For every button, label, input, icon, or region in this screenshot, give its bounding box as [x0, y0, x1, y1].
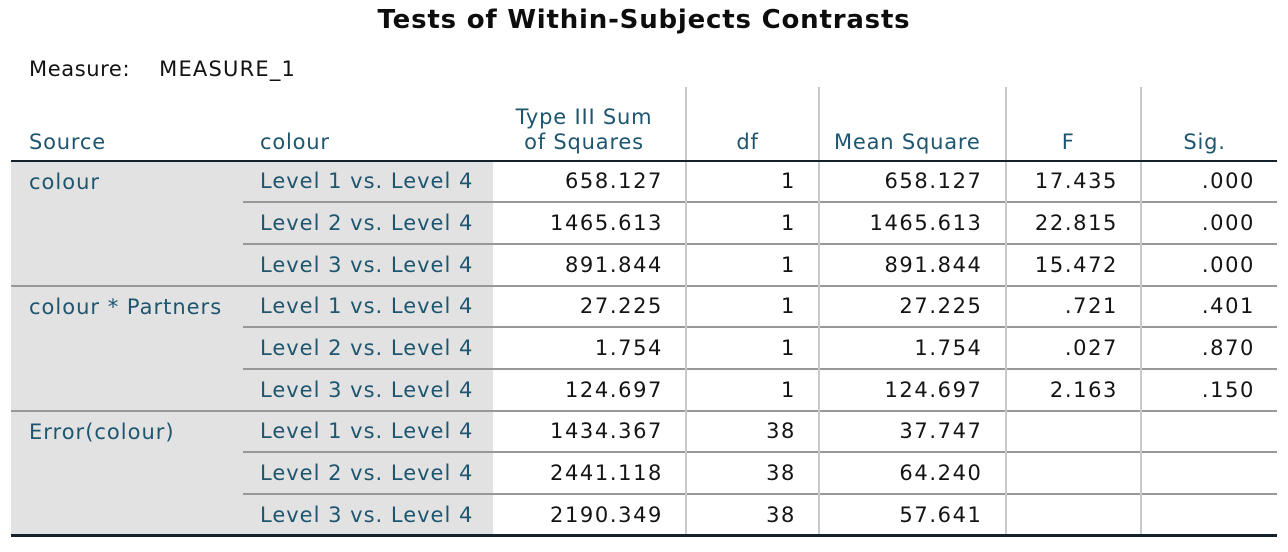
- ms-cell: 57.641: [818, 493, 1006, 536]
- contrast-cell: Level 2 vs. Level 4: [243, 201, 493, 244]
- ss-cell: 2441.118: [493, 451, 686, 494]
- source-cell: colour: [11, 160, 243, 286]
- ms-cell: 27.225: [818, 284, 1006, 328]
- f-cell: [1004, 451, 1141, 494]
- ss-cell: 1434.367: [493, 409, 686, 453]
- df-cell: 38: [685, 493, 819, 536]
- col-header-contrast: colour: [243, 86, 493, 162]
- ms-cell: 1.754: [818, 326, 1006, 369]
- table-row: colour * Partners Level 1 vs. Level 4 27…: [11, 284, 1277, 411]
- col-header-f: F: [1004, 86, 1141, 162]
- table-row: Level 2 vs. Level 4 1465.613 1 1465.613 …: [11, 201, 1277, 244]
- sig-cell: [1140, 409, 1277, 453]
- contrasts-table: Source colour Type III Sum of Squares df …: [11, 86, 1277, 538]
- ss-cell: 2190.349: [493, 493, 686, 536]
- contrast-cell: Level 1 vs. Level 4: [243, 160, 493, 203]
- source-cell: colour * Partners: [11, 284, 243, 411]
- f-cell: [1004, 409, 1141, 453]
- col-header-sig: Sig.: [1140, 86, 1277, 162]
- table-row: Level 3 vs. Level 4 2190.349 38 57.641: [11, 493, 1277, 536]
- f-cell: 17.435: [1004, 160, 1141, 203]
- df-cell: 1: [685, 284, 819, 328]
- contrast-cell: Level 2 vs. Level 4: [243, 451, 493, 494]
- table-row: Level 2 vs. Level 4 1.754 1 1.754 .027 .…: [11, 326, 1277, 369]
- f-cell: 15.472: [1004, 242, 1141, 286]
- ms-cell: 891.844: [818, 242, 1006, 286]
- f-cell: .027: [1004, 326, 1141, 369]
- col-header-ss-line2: of Squares: [524, 129, 644, 154]
- df-cell: 1: [685, 201, 819, 244]
- contrast-cell: Level 1 vs. Level 4: [243, 409, 493, 453]
- contrast-cell: Level 2 vs. Level 4: [243, 326, 493, 369]
- f-cell: 2.163: [1004, 367, 1141, 411]
- sig-cell: .000: [1140, 201, 1277, 244]
- df-cell: 38: [685, 451, 819, 494]
- df-cell: 1: [685, 367, 819, 411]
- ms-cell: 1465.613: [818, 201, 1006, 244]
- ss-cell: 891.844: [493, 242, 686, 286]
- measure-label: Measure:: [29, 57, 131, 81]
- contrast-cell: Level 3 vs. Level 4: [243, 242, 493, 286]
- ss-cell: 1465.613: [493, 201, 686, 244]
- contrast-cell: Level 1 vs. Level 4: [243, 284, 493, 328]
- col-header-ms: Mean Square: [818, 86, 1006, 162]
- table-row: Level 2 vs. Level 4 2441.118 38 64.240: [11, 451, 1277, 494]
- ss-cell: 124.697: [493, 367, 686, 411]
- col-header-df: df: [685, 86, 819, 162]
- f-cell: 22.815: [1004, 201, 1141, 244]
- ms-cell: 658.127: [818, 160, 1006, 203]
- contrast-cell: Level 3 vs. Level 4: [243, 367, 493, 411]
- sig-cell: [1140, 493, 1277, 536]
- ss-cell: 658.127: [564, 169, 663, 194]
- table-row: Level 3 vs. Level 4 124.697 1 124.697 2.…: [11, 367, 1277, 411]
- table-row: Error(colour) Level 1 vs. Level 4 1434.3…: [11, 409, 1277, 536]
- col-header-source: Source: [11, 86, 243, 162]
- df-cell: 1: [685, 326, 819, 369]
- ms-cell: 124.697: [818, 367, 1006, 411]
- table-row: Level 3 vs. Level 4 891.844 1 891.844 15…: [11, 242, 1277, 286]
- sig-cell: .000: [1140, 242, 1277, 286]
- ms-cell: 64.240: [818, 451, 1006, 494]
- col-header-ss: Type III Sum of Squares: [493, 86, 686, 162]
- df-cell: 1: [685, 242, 819, 286]
- sig-cell: .870: [1140, 326, 1277, 369]
- col-header-ss-line1: Type III Sum: [515, 104, 653, 129]
- table-row: colour Level 1 vs. Level 4 658.127 1 658…: [11, 160, 1277, 286]
- sig-cell: .150: [1140, 367, 1277, 411]
- sig-cell: .401: [1140, 284, 1277, 328]
- measure-value: MEASURE_1: [159, 57, 297, 81]
- sig-cell: .000: [1140, 160, 1277, 203]
- ms-cell: 37.747: [818, 409, 1006, 453]
- ss-cell: 1.754: [493, 326, 686, 369]
- df-cell: 38: [685, 409, 819, 453]
- ss-cell: 27.225: [493, 284, 686, 328]
- header-row: Source colour Type III Sum of Squares df …: [11, 86, 1277, 162]
- f-cell: .721: [1004, 284, 1141, 328]
- sig-cell: [1140, 451, 1277, 494]
- page-title: Tests of Within-Subjects Contrasts: [377, 5, 911, 35]
- f-cell: [1004, 493, 1141, 536]
- df-cell: 1: [685, 160, 819, 203]
- measure-line: Measure: MEASURE_1: [29, 57, 296, 81]
- source-cell: Error(colour): [11, 409, 243, 536]
- contrast-cell: Level 3 vs. Level 4: [243, 493, 493, 536]
